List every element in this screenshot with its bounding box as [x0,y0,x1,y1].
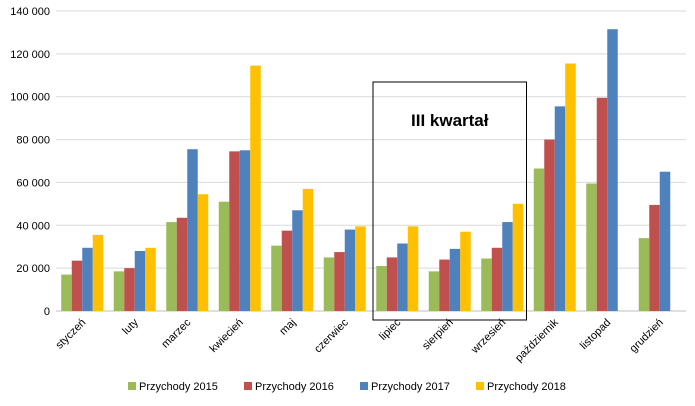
y-tick-label: 140 000 [10,6,50,18]
bar [449,248,461,311]
y-tick-label: 40 000 [16,220,50,232]
bar [607,29,618,311]
bar [439,259,450,311]
legend-label: Przychody 2017 [371,381,450,393]
bar [176,217,188,311]
y-tick-label: 0 [44,306,50,318]
bar [397,243,408,311]
bar [491,247,503,311]
bar [344,229,356,311]
bar [481,258,492,311]
bar [71,260,83,311]
gridlines [56,10,686,312]
legend-item: Przychody 2015 [128,381,218,393]
legend-swatch [476,382,484,390]
bar [428,271,440,311]
x-axis-labels: styczeń luty marzec kwiecień maj czerwiec lipi… [54,316,666,364]
legend-swatch [244,382,252,390]
legend-swatch [360,382,368,390]
bar [271,245,282,311]
x-tick-label: czerwiec [312,316,351,355]
bar [113,271,125,311]
bar [355,226,366,311]
bar [82,247,93,311]
bar [281,230,293,311]
bar [460,231,471,311]
bar [145,247,156,311]
bar [124,268,135,311]
y-tick-label: 100 000 [10,92,50,104]
x-tick-label: luty [120,316,141,337]
bar [376,266,387,311]
legend-swatch [128,382,136,390]
quarter-annotation: III kwartał [372,81,527,321]
y-tick-label: 20 000 [16,263,50,275]
x-tick-label: maj [277,317,298,338]
x-tick-label: sierpień [420,317,456,353]
bar [292,210,303,311]
bar [544,139,555,311]
y-tick-label: 60 000 [16,177,50,189]
y-tick-label: 120 000 [10,49,50,61]
bar [386,257,398,311]
bar [323,257,335,311]
bar [134,251,146,311]
bar [166,222,177,311]
bar [218,201,230,311]
legend-item: Przychody 2018 [476,381,566,393]
bar [407,226,419,311]
bar [502,222,513,311]
x-tick-label: listopad [578,317,613,352]
bar [638,238,650,311]
bar [250,65,261,312]
x-tick-label: wrzesień [468,317,508,357]
bar [533,168,545,311]
bar [554,106,566,311]
bar [239,150,251,311]
legend-label: Przychody 2018 [487,381,566,393]
bar [92,234,104,311]
bar [229,151,240,311]
legend-item: Przychody 2016 [244,381,334,393]
x-tick-label: grudzień [628,317,666,355]
bar [302,188,314,311]
annotation-box [372,81,527,321]
legend-item: Przychody 2017 [360,381,450,393]
legend: Przychody 2015 Przychody 2016 Przychody 20… [128,381,566,393]
bar [197,194,209,311]
x-tick-label: marzec [159,316,193,350]
bar [187,149,198,311]
bar [649,204,660,311]
bar [659,171,671,311]
bar [586,183,597,311]
annotation-text: III kwartał [411,111,489,130]
y-axis-labels: 0 20 000 40 000 60 000 80 000 100 000 120 000 1… [10,6,50,318]
bar [596,97,608,312]
y-tick-label: 80 000 [16,135,50,147]
bar [61,274,72,311]
bars [61,29,671,312]
x-tick-label: kwiecień [208,317,246,355]
bar [565,63,576,311]
legend-label: Przychody 2015 [139,381,218,393]
x-tick-label: październik [513,316,561,364]
x-tick-label: styczeń [54,317,89,352]
bar [512,203,524,311]
legend-label: Przychody 2016 [255,381,334,393]
bar [334,252,345,311]
